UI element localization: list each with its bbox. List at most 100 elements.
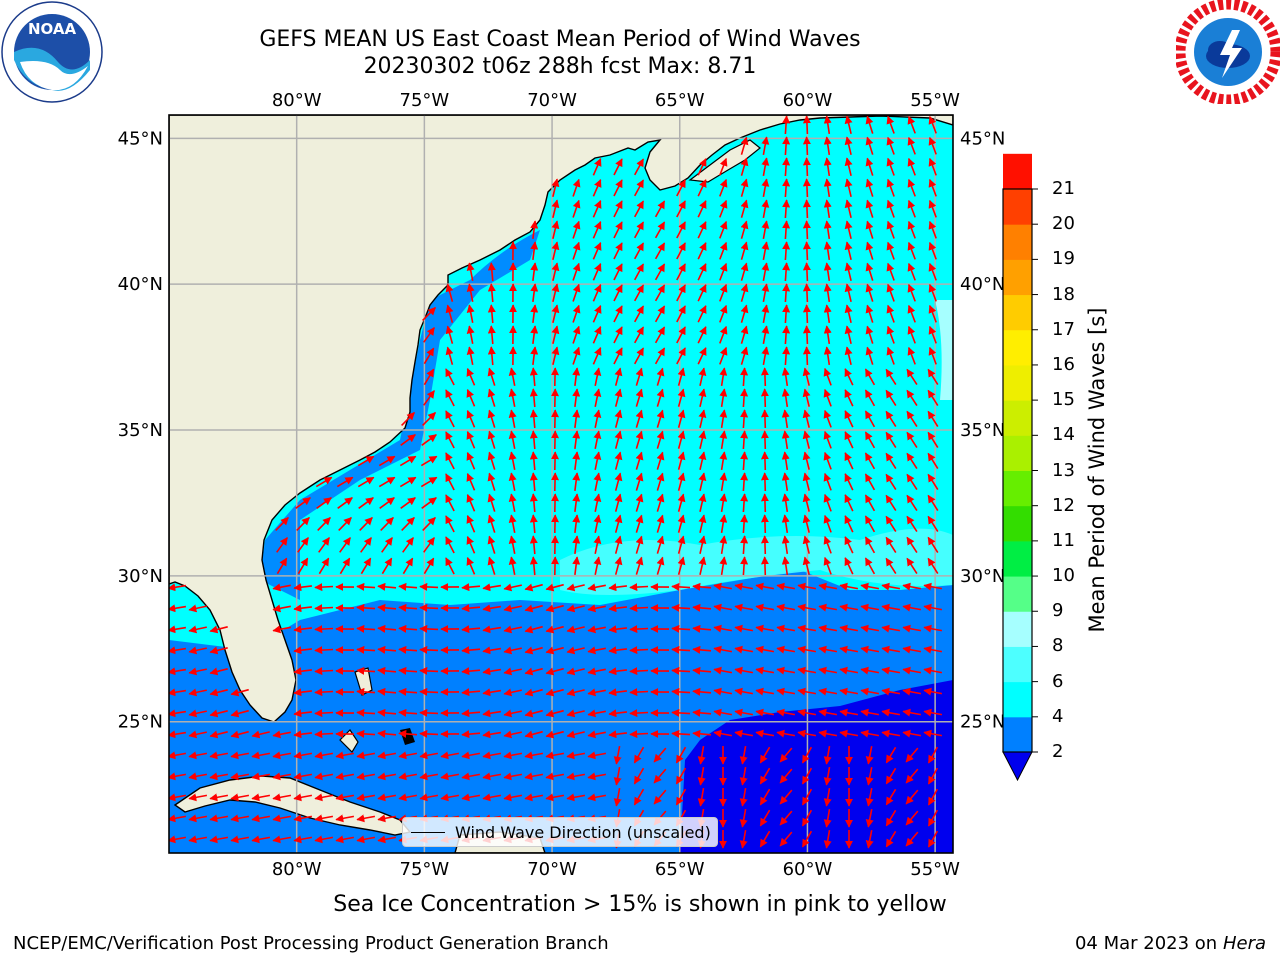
wave-direction-arrow: [740, 493, 749, 513]
wave-direction-arrow: [734, 624, 754, 633]
wave-direction-arrow: [823, 115, 832, 135]
wave-direction-arrow: [356, 687, 376, 696]
wave-direction-arrow: [566, 667, 585, 676]
wave-direction-arrow: [466, 346, 475, 365]
wave-direction-arrow: [551, 304, 560, 323]
wave-direction-arrow: [906, 431, 918, 449]
wave-direction-arrow: [885, 515, 897, 533]
colorbar: [1002, 153, 1038, 782]
wave-direction-arrow: [781, 493, 790, 513]
ocean-field-under-2: [680, 680, 953, 853]
wave-direction-arrow: [545, 709, 564, 718]
legend-label: Wind Wave Direction (unscaled): [455, 823, 711, 842]
wave-direction-arrow: [314, 709, 334, 718]
wave-direction-arrow: [865, 199, 874, 218]
wave-direction-arrow: [677, 556, 686, 575]
wave-direction-arrow: [629, 688, 649, 697]
wave-direction-arrow: [865, 262, 874, 281]
wave-direction-arrow: [402, 557, 414, 575]
wave-direction-arrow: [314, 751, 334, 760]
wave-direction-arrow: [381, 537, 393, 553]
wave-direction-arrow: [545, 730, 564, 739]
wave-direction-arrow: [572, 430, 581, 449]
wave-direction-arrow: [572, 304, 581, 323]
wave-direction-arrow: [719, 325, 728, 344]
colorbar-segment: [1003, 294, 1032, 331]
wave-direction-arrow: [503, 793, 523, 802]
wave-direction-arrow: [209, 709, 228, 718]
wave-direction-arrow: [635, 472, 644, 491]
wave-direction-arrow: [740, 241, 749, 260]
wave-direction-arrow: [440, 751, 460, 760]
wave-direction-arrow: [761, 304, 770, 324]
wave-direction-arrow: [719, 241, 728, 260]
wave-direction-arrow: [823, 241, 832, 261]
wave-direction-arrow: [740, 472, 749, 492]
wave-direction-arrow: [529, 409, 538, 429]
colorbar-segment: [1003, 505, 1032, 542]
colorbar-label: 17: [1052, 318, 1075, 340]
wave-direction-arrow: [633, 305, 645, 323]
wave-direction-arrow: [740, 157, 749, 176]
colorbar-segment: [1003, 470, 1032, 507]
wave-direction-arrow: [530, 304, 539, 323]
wave-direction-arrow: [169, 751, 187, 760]
wave-direction-arrow: [314, 625, 334, 634]
wave-direction-arrow: [755, 666, 775, 675]
wave-direction-arrow: [209, 688, 228, 697]
wave-direction-arrow: [818, 687, 838, 696]
wave-direction-arrow: [801, 788, 813, 806]
wave-direction-arrow: [293, 667, 312, 676]
wave-direction-arrow: [844, 178, 853, 197]
wave-direction-arrow: [713, 603, 733, 612]
wave-direction-arrow: [613, 326, 623, 344]
wave-direction-arrow: [761, 199, 770, 219]
wave-direction-arrow: [653, 768, 667, 784]
wave-direction-arrow: [419, 772, 439, 781]
wave-direction-arrow: [823, 178, 832, 198]
wave-direction-arrow: [755, 729, 775, 738]
wave-direction-arrow: [487, 430, 496, 449]
wave-direction-arrow: [654, 242, 666, 260]
wave-direction-arrow: [677, 430, 686, 449]
wave-direction-arrow: [886, 325, 895, 344]
wave-direction-arrow: [613, 766, 622, 786]
wave-direction-arrow: [400, 434, 416, 446]
wave-direction-arrow: [906, 494, 918, 512]
wave-direction-arrow: [860, 603, 880, 612]
wave-direction-arrow: [761, 220, 770, 240]
wave-direction-arrow: [802, 136, 811, 156]
wave-direction-arrow: [719, 157, 728, 176]
wave-direction-arrow: [864, 431, 876, 449]
wave-direction-arrow: [823, 388, 832, 407]
wave-direction-arrow: [923, 624, 943, 633]
wave-direction-arrow: [865, 346, 874, 365]
colorbar-segment: [1003, 681, 1032, 718]
wave-direction-arrow: [839, 708, 859, 717]
wave-direction-arrow: [675, 746, 687, 764]
wave-direction-arrow: [677, 388, 686, 407]
wave-direction-arrow: [802, 241, 811, 261]
wave-direction-arrow: [635, 493, 644, 512]
wave-direction-arrow: [823, 157, 832, 177]
colorbar-label: 9: [1052, 600, 1064, 622]
wave-direction-arrow: [802, 262, 811, 282]
wave-direction-arrow: [781, 430, 790, 450]
wave-direction-arrow: [734, 582, 754, 591]
wave-direction-arrow: [844, 536, 854, 554]
wave-direction-arrow: [572, 262, 581, 281]
wave-direction-arrow: [230, 688, 249, 697]
wave-direction-arrow: [823, 766, 832, 786]
wave-direction-arrow: [654, 305, 666, 323]
wave-direction-arrow: [401, 412, 415, 426]
wave-direction-arrow: [398, 582, 418, 591]
wave-direction-arrow: [487, 262, 496, 282]
wave-direction-arrow: [886, 157, 895, 176]
colorbar-label: 6: [1052, 670, 1064, 692]
wave-direction-arrow: [230, 814, 250, 823]
wave-direction-arrow: [844, 304, 853, 323]
wave-direction-arrow: [377, 603, 397, 612]
wave-direction-arrow: [782, 157, 791, 177]
wave-direction-arrow: [907, 220, 916, 239]
wave-direction-arrow: [928, 304, 937, 323]
